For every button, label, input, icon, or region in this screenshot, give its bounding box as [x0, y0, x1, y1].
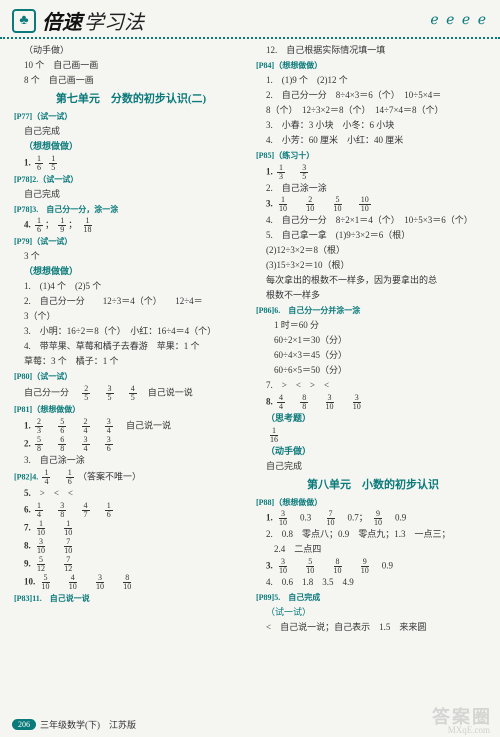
p82-4-label: [P82]4.: [14, 472, 38, 481]
frac-row: 1. 23 56 24 34 自己说一说: [14, 418, 248, 435]
text: 60÷4×3＝45（分）: [256, 349, 490, 363]
p89-5-label: [P89]5. 自己完成: [256, 593, 320, 602]
text: （想想做做）: [14, 140, 248, 154]
page-footer: 206 三年级数学(下) 江苏版: [12, 718, 136, 731]
text: 3. 小春：3 小块 小冬：6 小块: [256, 119, 490, 133]
text: 2. 0.8 零点八；0.9 零点九；1.3 一点三；: [256, 528, 490, 542]
frac-row: 4. 16； 19； 118: [14, 217, 248, 234]
text: 8 个 自己画一画: [14, 74, 248, 88]
logo-icon: ♣: [12, 9, 36, 33]
text: 4. 自己分一分 8÷2×1＝4（个） 10÷5×3＝6（个）: [256, 214, 490, 228]
text: 60÷6×5＝50（分）: [256, 364, 490, 378]
text: 自己说一说: [117, 420, 171, 430]
frac-row: 7. 110 110: [14, 520, 248, 537]
brand-suffix: 学习法: [84, 6, 144, 35]
text: 60÷2×1＝30（分）: [256, 334, 490, 348]
frac-row: 8. 44 88 310 310: [256, 394, 490, 411]
text: 自己完成: [256, 460, 490, 474]
p80-label: [P80]（试一试）: [14, 372, 72, 381]
frac-row: 5. > < <: [14, 487, 248, 501]
text: （思考题）: [256, 412, 490, 426]
text: < 自己说一说；自己表示 1.5 来来圆: [256, 621, 490, 635]
text: 1. (1)9 个 (2)12 个: [256, 74, 490, 88]
frac-row: 2. 58 68 34 36: [14, 436, 248, 453]
footer-text: 三年级数学(下) 江苏版: [40, 718, 136, 731]
frac-row: [P82]4. 14 16 （答案不唯一）: [14, 469, 248, 486]
frac-row: 1. 13 35: [256, 164, 490, 181]
p81-label: [P81]（想想做做）: [14, 405, 80, 414]
text: 自己完成: [14, 188, 248, 202]
text: 2. 自己分一分 8÷4×3＝6（个） 10÷5×4＝: [256, 89, 490, 103]
p84-label: [P84]（想想做做）: [256, 61, 322, 70]
text: 2.4 二点四: [256, 543, 490, 557]
text: （动手做）: [14, 44, 248, 58]
p86-6-label: [P86]6. 自己分一分并涂一涂: [256, 306, 360, 315]
text: 自己完成: [14, 125, 248, 139]
frac-row: 自己分一分 25 35 45 自己说一说: [14, 385, 248, 402]
text: (2)12÷3×2＝8（根）: [256, 244, 490, 258]
p78-2-label: [P78]2.（试一试）: [14, 175, 78, 184]
frac-row: 6. 14 38 47 16: [14, 502, 248, 519]
p85-label: [P85]（练习十）: [256, 151, 314, 160]
p78-3-label: [P78]3. 自己分一分，涂一涂: [14, 205, 118, 214]
text: 4. 小芳：60 厘米 小红：40 厘米: [256, 134, 490, 148]
left-column: （动手做） 10 个 自己画一画 8 个 自己画一画 第七单元 分数的初步认识(…: [14, 43, 248, 636]
text: 草莓：3 个 橘子：1 个: [14, 355, 248, 369]
brand-title: 倍速: [42, 6, 82, 35]
text: 3（个）: [14, 310, 248, 324]
text: 3 个: [14, 250, 248, 264]
page-header: ♣ 倍速 学习法 ℯ ℯ ℯ ℯ: [0, 0, 500, 39]
p83-11-label: [P83]11. 自己说一说: [14, 594, 90, 603]
frac-row: 3. 110 210 510 1010: [256, 196, 490, 213]
text: 每次拿出的根数不一样多，因为要拿出的总: [256, 274, 490, 288]
text: 根数不一样多: [256, 289, 490, 303]
text: 1 时＝60 分: [256, 319, 490, 333]
p77-label: [P77]（试一试）: [14, 112, 72, 121]
frac-row: 1. 16 15: [14, 155, 248, 172]
p88-label: [P88]（想想做做）: [256, 498, 322, 507]
frac-row: 9. 512 712: [14, 556, 248, 573]
frac-row: 10. 510 410 310 810: [14, 574, 248, 591]
text: 4. 带苹果、草莓和橘子去春游 苹果：1 个: [14, 340, 248, 354]
page-number: 206: [12, 719, 36, 730]
text: 10 个 自己画一画: [14, 59, 248, 73]
frac-row: 1. 310 0.3 710 0.7； 910 0.9: [256, 510, 490, 527]
text: 3. 小明：16÷2＝8（个） 小红：16÷4＝4（个）: [14, 325, 248, 339]
unit8-title: 第八单元 小数的初步认识: [256, 477, 490, 494]
unit7-title: 第七单元 分数的初步认识(二): [14, 91, 248, 108]
p79-label: [P79]（试一试）: [14, 237, 72, 246]
text: 8（个） 12÷3×2＝8（个） 14÷7×4＝8（个）: [256, 104, 490, 118]
text: 3. 自己涂一涂: [14, 454, 248, 468]
text: 12. 自己根据实际情况填一填: [256, 44, 490, 58]
text: 2. 自己涂一涂: [256, 182, 490, 196]
header-decoration: ℯ ℯ ℯ ℯ: [430, 12, 488, 29]
right-column: 12. 自己根据实际情况填一填 [P84]（想想做做） 1. (1)9 个 (2…: [256, 43, 490, 636]
text: （答案不唯一）: [78, 471, 141, 481]
content-columns: （动手做） 10 个 自己画一画 8 个 自己画一画 第七单元 分数的初步认识(…: [0, 39, 500, 636]
text: 7. > < > <: [256, 379, 490, 393]
frac-row: 3. 310 510 810 910 0.9: [256, 558, 490, 575]
text: 2. 自己分一分 12÷3＝4（个） 12÷4＝: [14, 295, 248, 309]
frac-row: 8. 310 710: [14, 538, 248, 555]
text: 5. 自己拿一拿 (1)9÷3×2＝6（根）: [256, 229, 490, 243]
text: 4. 0.6 1.8 3.5 4.9: [256, 576, 490, 590]
text: 1. (1)4 个 (2)5 个: [14, 280, 248, 294]
frac-row: 116: [256, 427, 490, 444]
text: （试一试）: [256, 606, 490, 620]
text: (3)15÷3×2＝10（根）: [256, 259, 490, 273]
watermark-url: MXqE.com: [448, 725, 490, 735]
text: （动手做）: [256, 445, 490, 459]
text: （想想做做）: [14, 265, 248, 279]
